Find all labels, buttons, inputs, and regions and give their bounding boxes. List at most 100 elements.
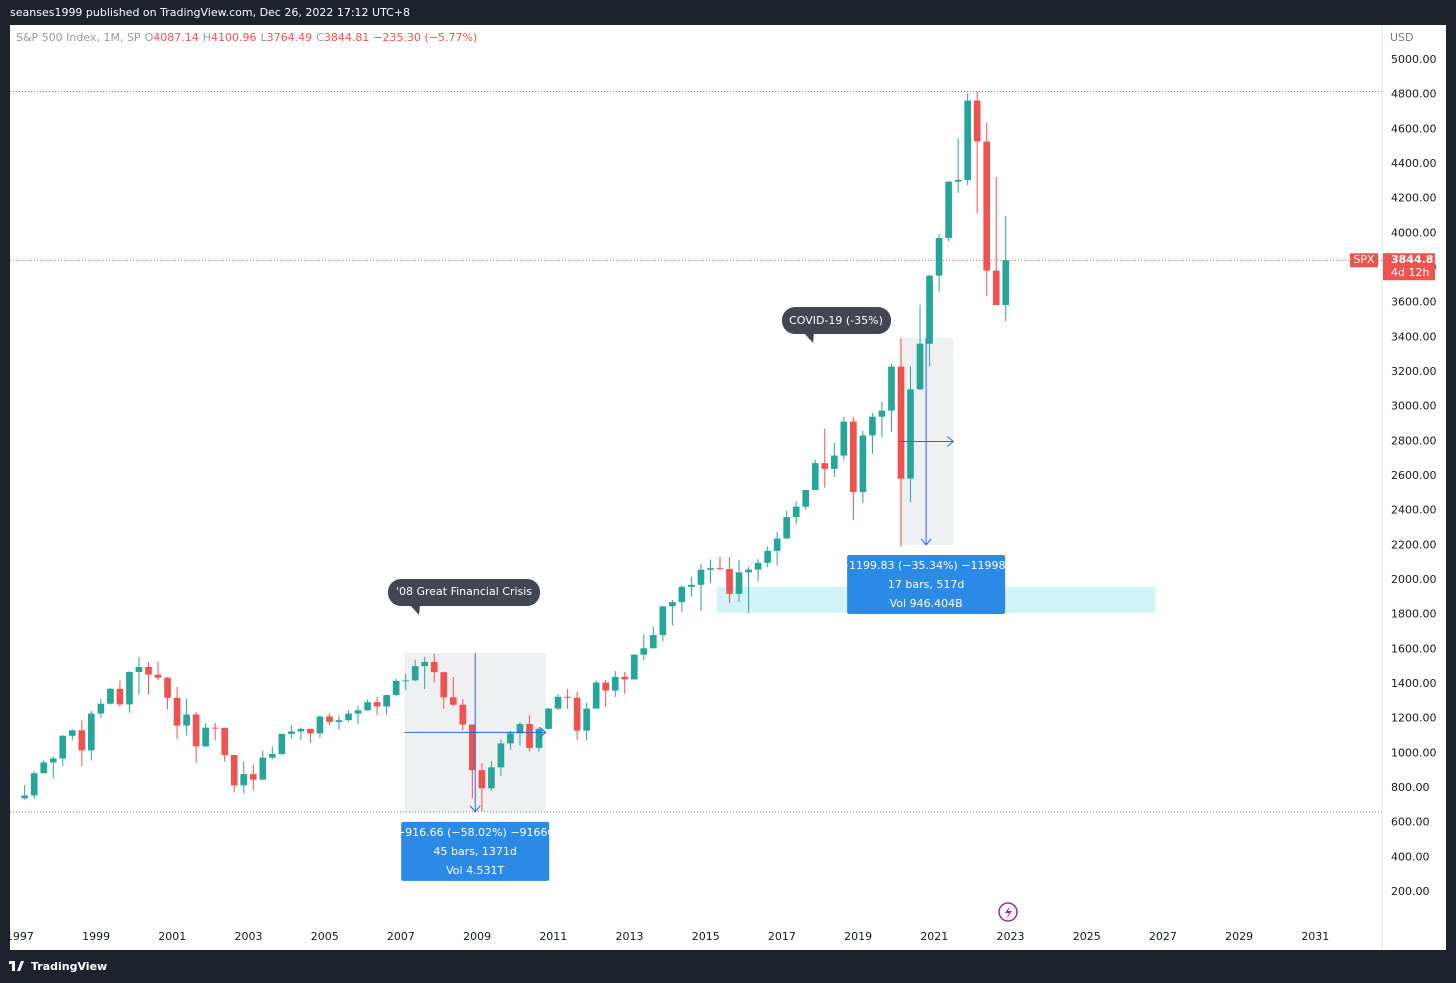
y-tick-label: 4400.00: [1391, 157, 1437, 170]
candle-body: [202, 727, 209, 747]
candle-body: [830, 455, 838, 469]
event-icon-bolt: [1005, 906, 1012, 919]
candle-body: [478, 770, 486, 789]
candle-body: [145, 666, 152, 675]
legend-text: 4100.96: [211, 31, 257, 44]
candle-body: [459, 704, 467, 725]
measure-info-text: 45 bars, 1371d: [433, 845, 516, 858]
candle-body: [259, 757, 267, 780]
candle-body: [802, 490, 810, 507]
x-tick-label: 2003: [235, 930, 263, 943]
y-tick-label: 4600.00: [1391, 122, 1437, 135]
measure-info-box: [401, 821, 550, 881]
price-tag-countdown: 4d 12h: [1391, 266, 1429, 279]
candle-body: [392, 680, 400, 696]
y-tick-label: 600.00: [1391, 816, 1430, 829]
x-tick-label: 2015: [692, 930, 720, 943]
legend-text: 3844.81: [324, 31, 370, 44]
candle-body: [973, 100, 981, 142]
legend-text: 4087.14: [153, 31, 199, 44]
candle-body: [649, 635, 657, 649]
candle-body: [68, 730, 76, 736]
candle-body: [497, 743, 505, 768]
candle-body: [335, 720, 343, 722]
candle-body: [840, 421, 848, 456]
x-tick-label: 2007: [387, 930, 415, 943]
candle-body: [869, 416, 876, 436]
candle-body: [430, 661, 438, 673]
y-tick-label: 1800.00: [1391, 608, 1437, 621]
legend-text: O: [145, 31, 154, 44]
candle-body: [40, 762, 48, 774]
candle-body: [469, 724, 476, 771]
candle-body: [307, 728, 314, 734]
candle-body: [288, 731, 295, 734]
candle-body: [59, 735, 67, 759]
candle-body: [516, 724, 524, 734]
candle-body: [268, 753, 276, 758]
x-tick-label: 2021: [920, 930, 948, 943]
candle-body: [783, 517, 791, 539]
candle-body: [640, 648, 648, 655]
candle-body: [611, 676, 619, 691]
candle-body: [116, 688, 124, 705]
callout-bubble: [782, 307, 891, 334]
candle-body: [754, 562, 762, 570]
event-icon[interactable]: [998, 902, 1018, 922]
candle-body: [878, 410, 886, 417]
measure-info-box: [847, 554, 1006, 614]
candle-body: [221, 727, 229, 756]
x-tick-label: 2031: [1301, 930, 1329, 943]
candle-body: [21, 795, 29, 799]
candle-body: [354, 710, 362, 714]
callout-tail: [804, 333, 814, 343]
y-tick-label: 3200.00: [1391, 365, 1437, 378]
candle-body: [126, 672, 133, 705]
price-tag-name-bg: [1350, 253, 1378, 268]
candle-body: [859, 435, 867, 493]
candle-body: [669, 602, 676, 607]
candle-body: [992, 270, 1000, 306]
candle-body: [183, 714, 190, 726]
legend-text: H: [203, 31, 211, 44]
legend-text: C: [316, 31, 324, 44]
y-tick-label: 1400.00: [1391, 677, 1437, 690]
candle-body: [449, 697, 457, 705]
candle-body: [592, 682, 600, 709]
price-tag-name: SPX: [1353, 253, 1375, 266]
measure-info-text: Vol 4.531T: [446, 864, 504, 877]
price-tag-value: 3844.81: [1391, 253, 1441, 266]
x-tick-label: 2013: [616, 930, 644, 943]
candle-body: [192, 714, 200, 747]
candle-body: [364, 702, 371, 711]
candle-body: [240, 774, 248, 786]
candle-body: [30, 773, 38, 796]
legend-text: S&P 500 Index, 1M, SP: [16, 31, 141, 44]
footer-brand: TradingView: [31, 960, 107, 973]
chart-area: [10, 25, 1446, 950]
y-tick-label: 4800.00: [1391, 88, 1437, 101]
x-tick-label: 2017: [768, 930, 796, 943]
candle-body: [811, 463, 819, 491]
brand-logo: [9, 961, 24, 971]
candle-body: [678, 586, 686, 603]
candle-body: [621, 676, 629, 680]
y-tick-label: 3000.00: [1391, 400, 1437, 413]
candle-body: [373, 702, 381, 707]
candle-body: [1002, 260, 1010, 306]
x-tick-label: 2019: [844, 930, 872, 943]
x-tick-label: 2025: [1073, 930, 1101, 943]
y-tick-label: 3600.00: [1391, 296, 1437, 309]
publish-info: seanses1999 published on TradingView.com…: [10, 6, 410, 19]
candle-body: [907, 389, 914, 479]
legend-text: L: [261, 31, 268, 44]
measure-info-text: −916.66 (−58.02%) −91666: [396, 826, 555, 839]
y-tick-label: 2600.00: [1391, 469, 1437, 482]
x-tick-label: 2011: [539, 930, 567, 943]
legend-text: 3764.49: [267, 31, 313, 44]
candle-body: [526, 724, 533, 748]
callout: '08 Great Financial Crisis: [388, 579, 540, 615]
measure-info-text: −1199.83 (−35.34%) −119983: [840, 559, 1013, 572]
candle-body: [211, 727, 219, 729]
